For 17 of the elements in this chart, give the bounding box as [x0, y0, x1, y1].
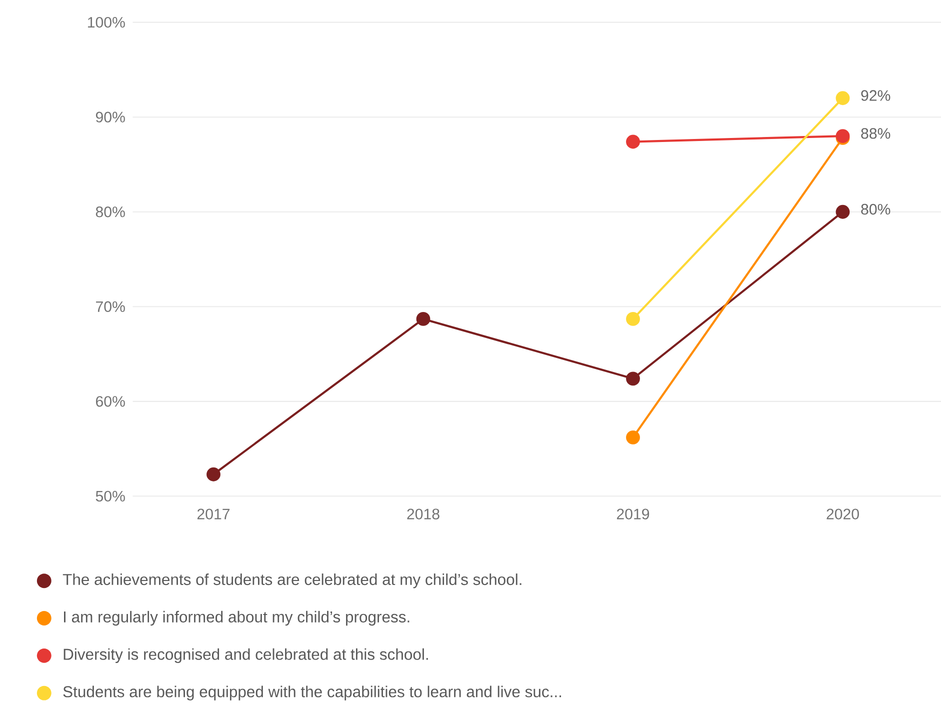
data-label: 80% [861, 204, 890, 215]
legend-label: I am regularly informed about my child’s progress. [64, 610, 410, 626]
y-tick-label: 70% [96, 301, 125, 312]
data-label: 88% [861, 128, 890, 139]
y-tick-label: 80% [96, 206, 125, 218]
y-tick-label: 60% [96, 396, 125, 407]
data-label: 92% [861, 90, 890, 101]
x-tick-label: 2018 [407, 508, 440, 520]
legend-label: The achievements of students are celebrated at my child’s school. [62, 574, 522, 588]
x-tick-label: 2019 [616, 508, 650, 520]
y-tick-label: 50% [96, 490, 125, 502]
x-tick-label: 2020 [826, 508, 859, 520]
legend-label: Diversity is recognised and celebrated at this school. [64, 648, 428, 664]
y-tick-label: 100% [88, 17, 125, 28]
legend-label: Students are being equipped with the capabilities to learn and live suc... [63, 686, 562, 700]
y-tick-label: 90% [96, 112, 125, 122]
x-tick-label: 2017 [197, 508, 230, 520]
